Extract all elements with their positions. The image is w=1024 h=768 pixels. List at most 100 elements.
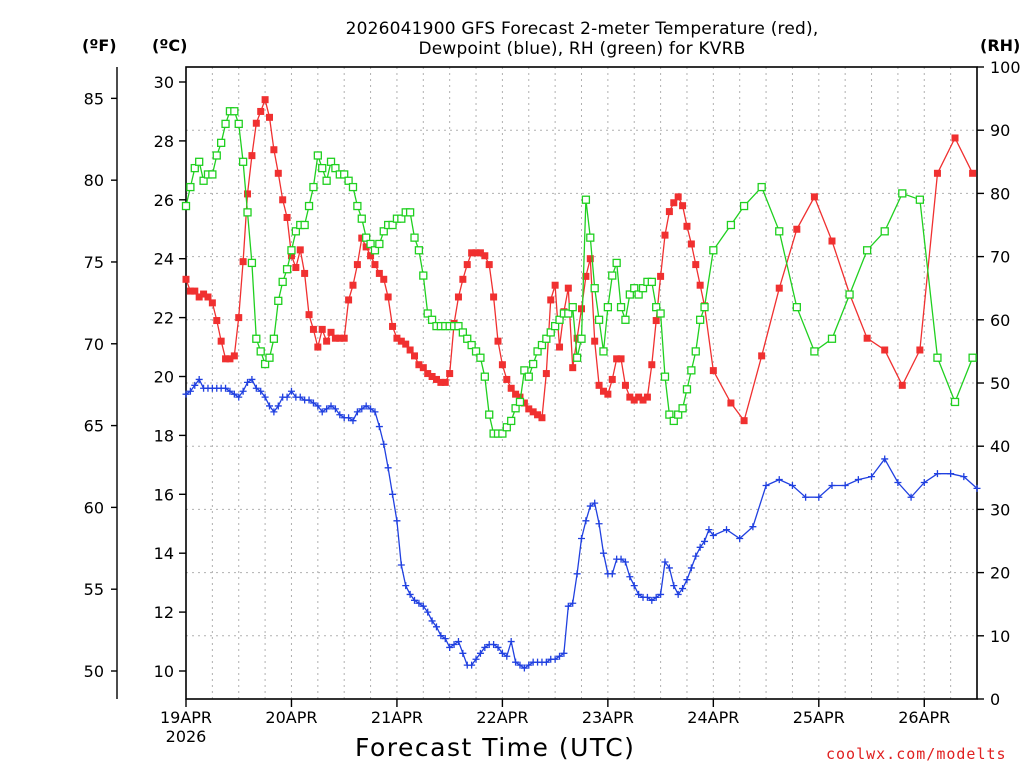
rh-point (612, 258, 621, 268)
temperature-point (415, 361, 423, 369)
temperature-point (639, 396, 647, 404)
rh-point (537, 340, 547, 350)
rh-point (862, 246, 872, 255)
rh-point (950, 397, 960, 407)
celsius-tick-label: 26 (154, 191, 174, 210)
dewpoint-point (353, 408, 361, 416)
fahrenheit-tick-label: 80 (84, 171, 104, 190)
x-tick-label: 22APR (476, 708, 528, 727)
dewpoint-point (648, 596, 656, 604)
rh-tick-label: 90 (990, 121, 1010, 140)
temperature-point (208, 299, 216, 307)
dewpoint-point (881, 455, 889, 463)
dewpoint-point (705, 526, 713, 534)
dewpoint-point (371, 408, 379, 416)
rh-point (827, 334, 837, 343)
temperature-point (213, 317, 221, 325)
temperature-point (226, 355, 234, 363)
fahrenheit-tick-label: 65 (84, 417, 104, 436)
rh-point (546, 328, 555, 337)
temperature-point (538, 414, 546, 422)
dewpoint-point (920, 479, 928, 487)
temperature-point (692, 261, 700, 269)
temperature-point (468, 249, 476, 257)
credit-link[interactable]: coolwx.com/modelts (826, 745, 1007, 763)
temperature-point (472, 249, 480, 257)
rh-point (845, 290, 854, 299)
rh-point (181, 201, 191, 211)
dewpoint-point (393, 517, 401, 525)
rh-point (568, 303, 577, 312)
rh-point (304, 201, 314, 211)
rh-unit-label: (RH) (980, 36, 1021, 55)
temperature-point (393, 334, 401, 342)
temperature-point (371, 261, 379, 269)
rh-point (590, 284, 599, 293)
celsius-tick-label: 30 (154, 73, 174, 92)
rh-point (208, 170, 217, 179)
rh-point (331, 163, 340, 173)
temperature-point (279, 196, 287, 204)
rh-point (357, 214, 366, 223)
temperature-point (898, 381, 906, 389)
dewpoint-point (960, 473, 968, 481)
temperature-point (454, 293, 462, 301)
x-tick-label: 23APR (582, 708, 634, 727)
dewpoint-point (261, 393, 269, 401)
temperature-point (775, 284, 783, 292)
rh-point (405, 208, 415, 217)
dewpoint-point (674, 590, 682, 598)
temperature-point (331, 334, 339, 342)
rh-point (502, 423, 511, 432)
temperature-point (446, 370, 454, 378)
temperature-point (428, 373, 436, 380)
temperature-point (345, 296, 353, 304)
temperature-point (301, 269, 309, 277)
dewpoint-point (947, 470, 955, 478)
dewpoint-point (516, 661, 524, 669)
rh-point (190, 163, 199, 173)
dewpoint-point (406, 590, 414, 598)
dewpoint-point (384, 464, 392, 472)
x-tick-label: 21APR (371, 708, 423, 727)
rh-point (274, 296, 283, 305)
dewpoint-point (507, 638, 515, 646)
rh-point (542, 334, 551, 343)
rh-point (362, 233, 371, 242)
dewpoint-point (599, 549, 607, 557)
rh-point (238, 157, 248, 166)
dewpoint-point (551, 655, 559, 663)
dewpoint-point (248, 375, 256, 383)
rh-tick-label: 70 (990, 248, 1010, 267)
rh-point (414, 246, 424, 255)
dewpoint-point (195, 375, 203, 383)
temperature-point (617, 355, 625, 363)
dewpoint-point (868, 473, 876, 481)
rh-point (665, 410, 674, 419)
temperature-point (591, 337, 599, 345)
dewpoint-point (621, 558, 629, 566)
temperature-point (265, 113, 273, 121)
temperature-point (881, 346, 889, 354)
dewpoint-point (494, 643, 502, 651)
rh-point (696, 315, 705, 324)
rh-point (880, 227, 889, 236)
rh-point (313, 151, 322, 160)
dewpoint-point (586, 502, 594, 510)
temperature-point (657, 272, 665, 280)
rh-point (467, 340, 476, 350)
rh-point (379, 227, 388, 236)
temperature-point (402, 340, 410, 348)
rh-point (260, 359, 270, 369)
temperature-point (283, 213, 291, 221)
dewpoint-point (252, 384, 260, 392)
rh-tick-label: 50 (990, 374, 1010, 393)
dewpoint-point (389, 490, 397, 498)
temperature-point (230, 352, 238, 360)
temperature-point (222, 355, 230, 363)
dewpoint-point (828, 481, 836, 489)
temperature-point (296, 246, 304, 254)
rh-point (480, 372, 489, 381)
temperature-point (534, 411, 542, 419)
rh-point (300, 220, 309, 230)
